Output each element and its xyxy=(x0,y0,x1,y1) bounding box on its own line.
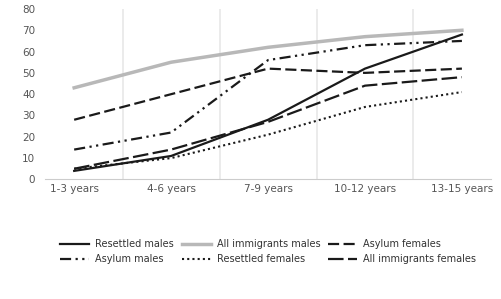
Legend: Resettled males, Asylum males, All immigrants males, Resettled females, Asylum f: Resettled males, Asylum males, All immig… xyxy=(56,235,480,268)
